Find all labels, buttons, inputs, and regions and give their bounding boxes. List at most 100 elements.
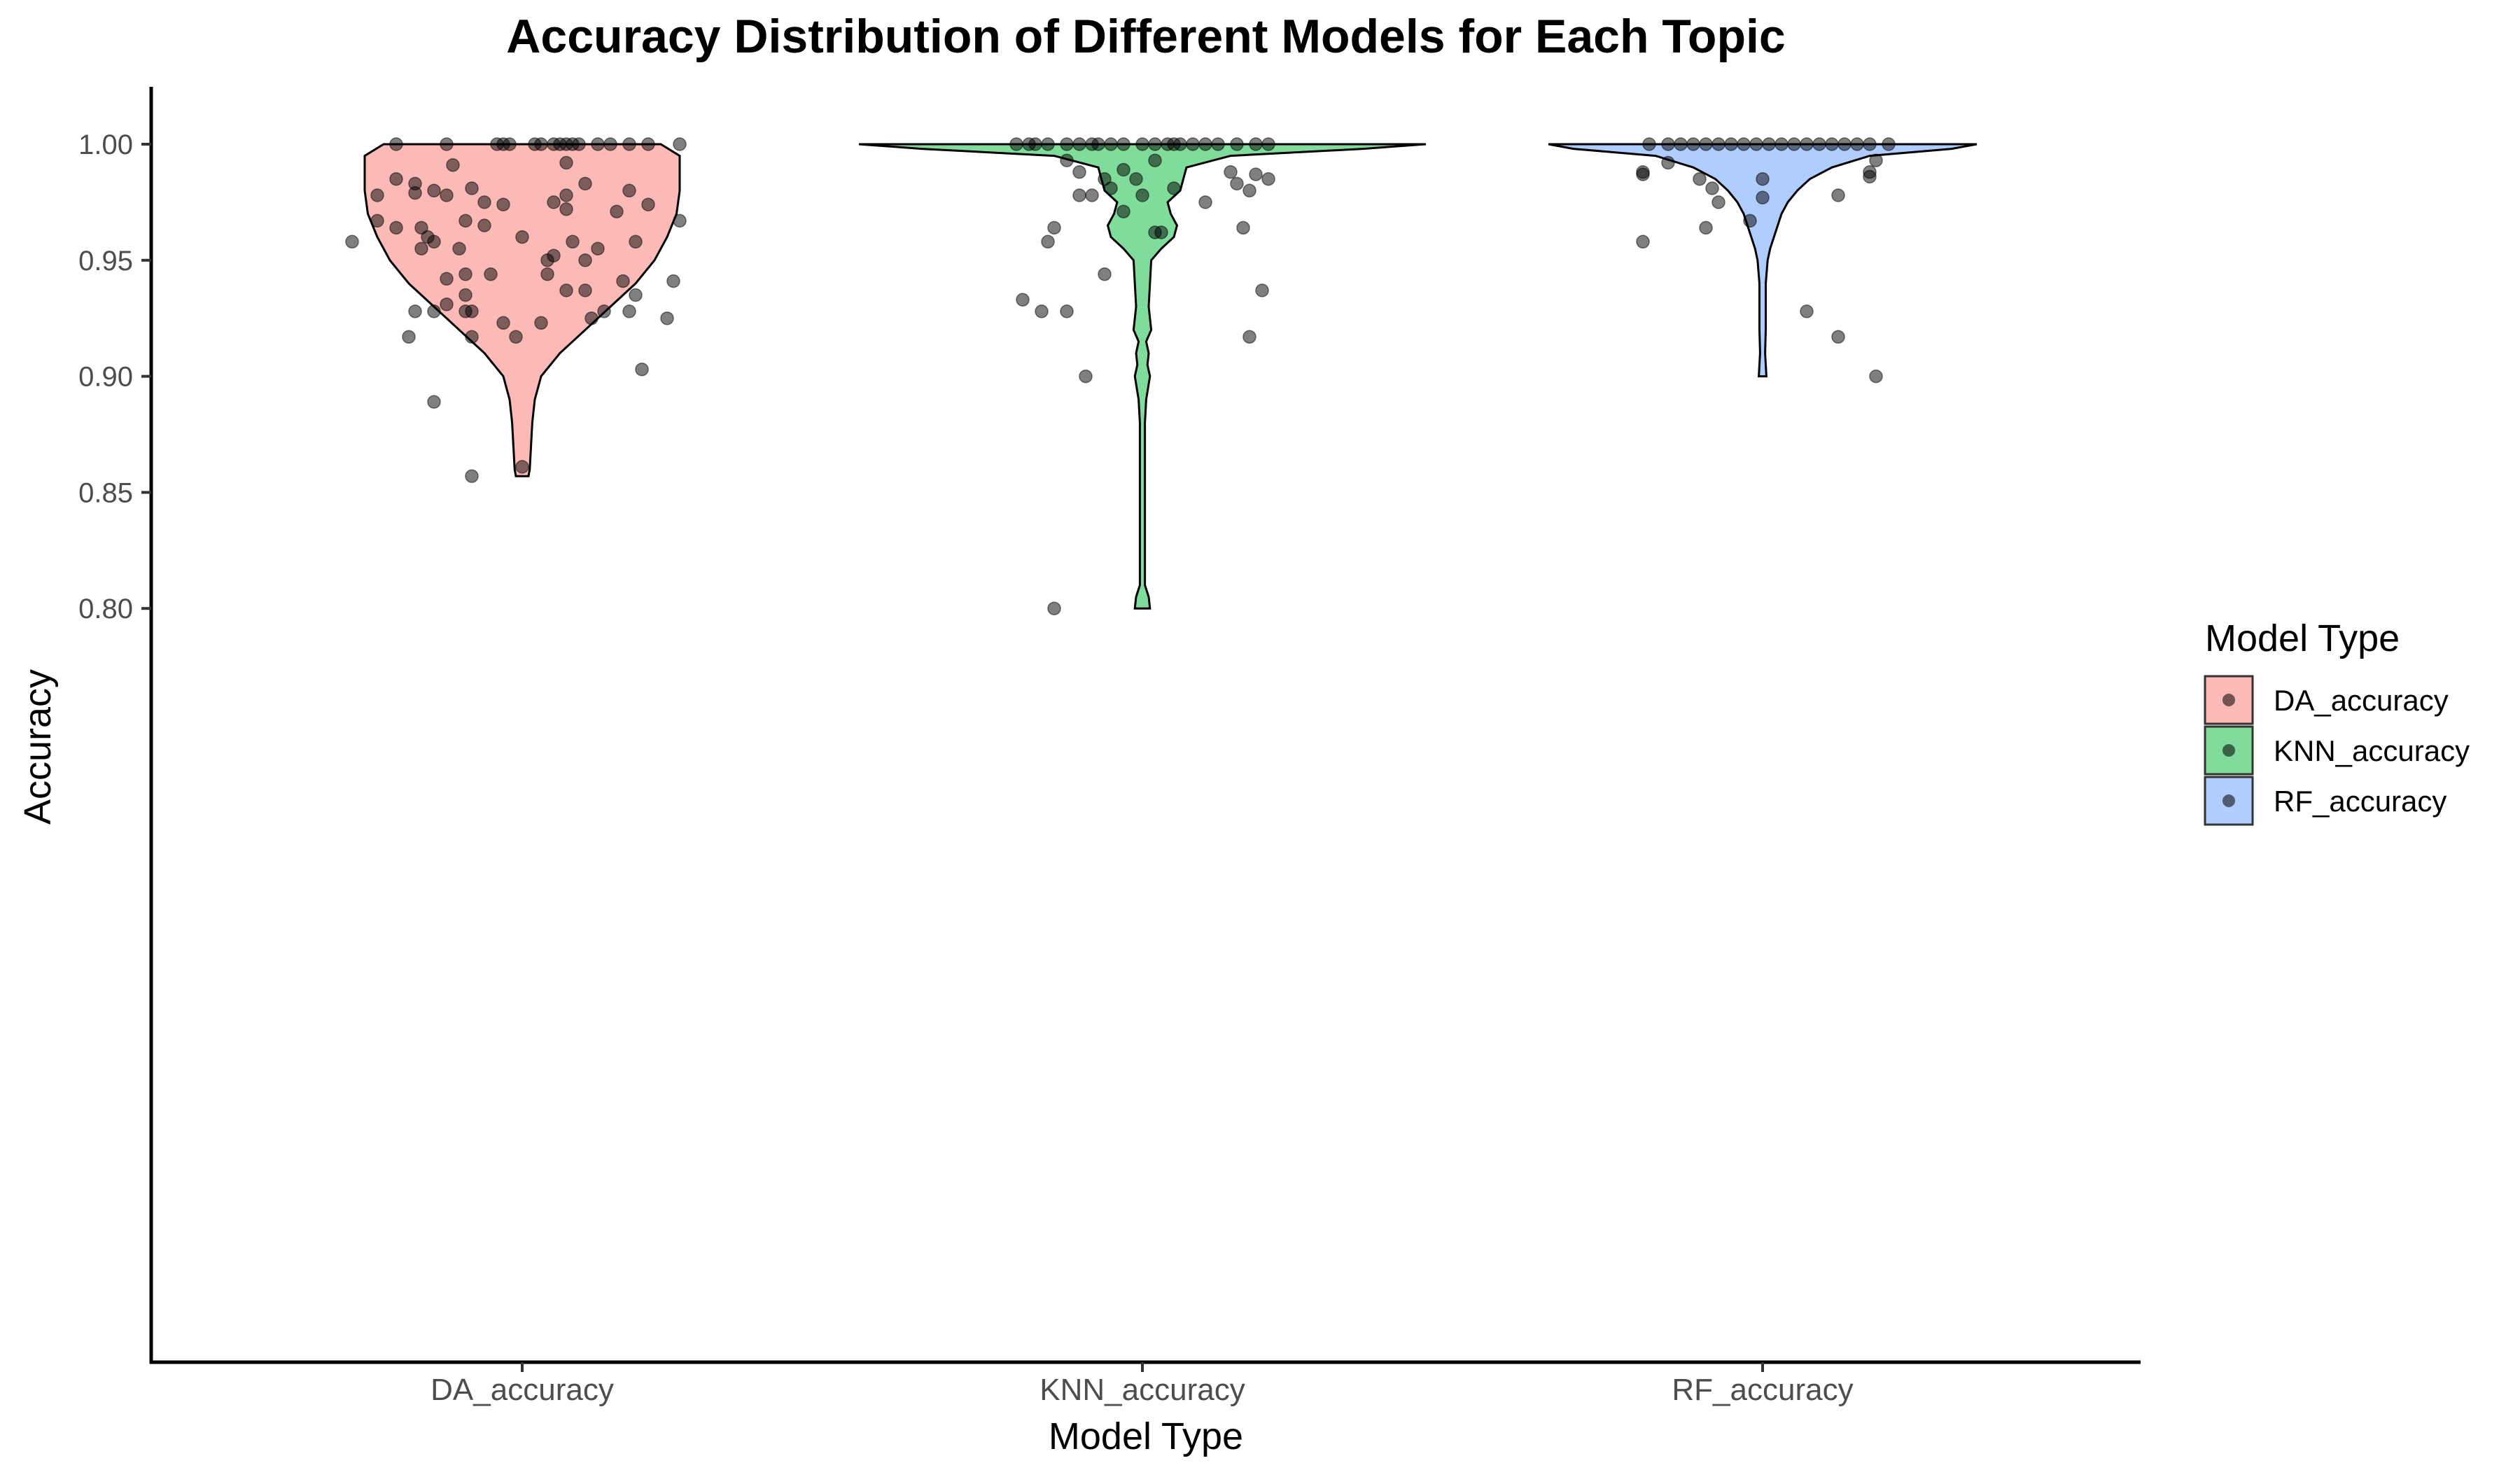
data-point-da-accuracy (414, 220, 428, 235)
data-point-knn-accuracy (1047, 601, 1061, 615)
data-point-knn-accuracy (1255, 284, 1269, 298)
data-point-knn-accuracy (1167, 181, 1181, 195)
data-point-da-accuracy (622, 137, 636, 151)
data-point-da-accuracy (503, 137, 517, 151)
data-point-rf-accuracy (1869, 369, 1883, 384)
x-axis-ticks: DA_accuracy KNN_accuracy RF_accuracy (430, 1362, 1854, 1407)
data-point-da-accuracy (578, 253, 592, 267)
data-point-da-accuracy (509, 330, 523, 344)
data-point-rf-accuracy (1869, 153, 1883, 167)
violin-knn-accuracy (858, 143, 1427, 610)
data-point-da-accuracy (629, 234, 643, 249)
data-point-rf-accuracy (1863, 169, 1877, 184)
data-point-da-accuracy (559, 155, 573, 170)
data-point-da-accuracy (402, 330, 416, 344)
data-point-knn-accuracy (1085, 137, 1099, 151)
data-point-knn-accuracy (1135, 137, 1149, 151)
legend-point-rf-accuracy (2222, 794, 2235, 807)
data-point-da-accuracy (496, 197, 510, 211)
data-point-da-accuracy (584, 311, 598, 326)
data-point-da-accuracy (515, 230, 529, 244)
data-point-rf-accuracy (1812, 137, 1826, 151)
data-point-knn-accuracy (1072, 165, 1086, 179)
data-point-knn-accuracy (1104, 181, 1118, 195)
data-point-rf-accuracy (1699, 137, 1713, 151)
data-point-da-accuracy (427, 234, 441, 249)
data-point-da-accuracy (440, 272, 454, 286)
data-point-da-accuracy (610, 204, 624, 218)
data-point-knn-accuracy (1060, 153, 1074, 167)
data-point-da-accuracy (458, 267, 472, 281)
data-point-knn-accuracy (1041, 137, 1055, 151)
data-point-da-accuracy (660, 311, 674, 326)
data-point-da-accuracy (389, 220, 403, 235)
data-point-knn-accuracy (1116, 162, 1130, 177)
data-point-rf-accuracy (1863, 137, 1877, 151)
data-point-knn-accuracy (1035, 304, 1049, 318)
data-point-da-accuracy (603, 137, 617, 151)
data-point-da-accuracy (559, 284, 573, 298)
data-point-da-accuracy (477, 195, 491, 209)
violin-rf-accuracy (1548, 143, 1977, 378)
data-point-rf-accuracy (1712, 137, 1726, 151)
data-point-da-accuracy (427, 183, 441, 198)
data-point-knn-accuracy (1009, 137, 1023, 151)
data-point-da-accuracy (540, 267, 554, 281)
data-point-knn-accuracy (1116, 137, 1130, 151)
data-point-knn-accuracy (1135, 188, 1149, 202)
x-tick-label: KNN_accuracy (1040, 1373, 1245, 1407)
data-point-da-accuracy (484, 267, 498, 281)
y-tick-label: 1.00 (78, 130, 133, 160)
data-point-da-accuracy (559, 202, 573, 216)
legend-label-da-accuracy: DA_accuracy (2274, 684, 2449, 717)
data-point-rf-accuracy (1724, 137, 1738, 151)
data-point-knn-accuracy (1016, 293, 1030, 307)
data-point-da-accuracy (408, 304, 422, 318)
data-point-da-accuracy (515, 460, 529, 474)
data-point-da-accuracy (547, 195, 561, 209)
data-point-knn-accuracy (1211, 137, 1225, 151)
data-point-knn-accuracy (1198, 195, 1212, 209)
legend-point-knn-accuracy (2222, 744, 2235, 757)
data-point-da-accuracy (559, 188, 573, 202)
data-point-da-accuracy (622, 304, 636, 318)
data-point-knn-accuracy (1249, 167, 1263, 181)
data-point-da-accuracy (534, 316, 548, 330)
data-point-da-accuracy (370, 188, 384, 202)
data-point-rf-accuracy (1743, 214, 1757, 228)
data-point-knn-accuracy (1129, 172, 1143, 186)
data-point-knn-accuracy (1047, 220, 1061, 235)
data-point-knn-accuracy (1085, 188, 1099, 202)
data-point-rf-accuracy (1882, 137, 1896, 151)
data-point-knn-accuracy (1041, 234, 1055, 249)
data-point-da-accuracy (465, 304, 479, 318)
x-axis-title: Model Type (1049, 1415, 1243, 1457)
plot-area (345, 137, 1977, 615)
data-point-da-accuracy (622, 183, 636, 198)
data-point-rf-accuracy (1850, 137, 1864, 151)
data-point-knn-accuracy (1261, 137, 1275, 151)
data-point-rf-accuracy (1800, 304, 1814, 318)
data-point-rf-accuracy (1661, 155, 1675, 170)
data-point-da-accuracy (629, 288, 643, 302)
x-tick-label: DA_accuracy (430, 1373, 614, 1407)
data-point-knn-accuracy (1060, 137, 1074, 151)
data-point-da-accuracy (465, 330, 479, 344)
data-point-knn-accuracy (1242, 330, 1256, 344)
data-point-da-accuracy (496, 316, 510, 330)
data-point-knn-accuracy (1154, 225, 1168, 239)
data-point-da-accuracy (641, 197, 655, 211)
data-point-rf-accuracy (1774, 137, 1788, 151)
data-point-da-accuracy (427, 395, 441, 409)
legend-point-da-accuracy (2222, 694, 2235, 706)
legend-title: Model Type (2205, 617, 2400, 659)
data-point-rf-accuracy (1756, 190, 1770, 205)
data-point-da-accuracy (389, 172, 403, 186)
data-point-da-accuracy (616, 274, 630, 288)
data-point-rf-accuracy (1749, 137, 1763, 151)
data-point-knn-accuracy (1236, 220, 1250, 235)
data-point-da-accuracy (465, 181, 479, 195)
data-point-rf-accuracy (1737, 137, 1751, 151)
data-point-da-accuracy (440, 188, 454, 202)
data-point-rf-accuracy (1800, 137, 1814, 151)
